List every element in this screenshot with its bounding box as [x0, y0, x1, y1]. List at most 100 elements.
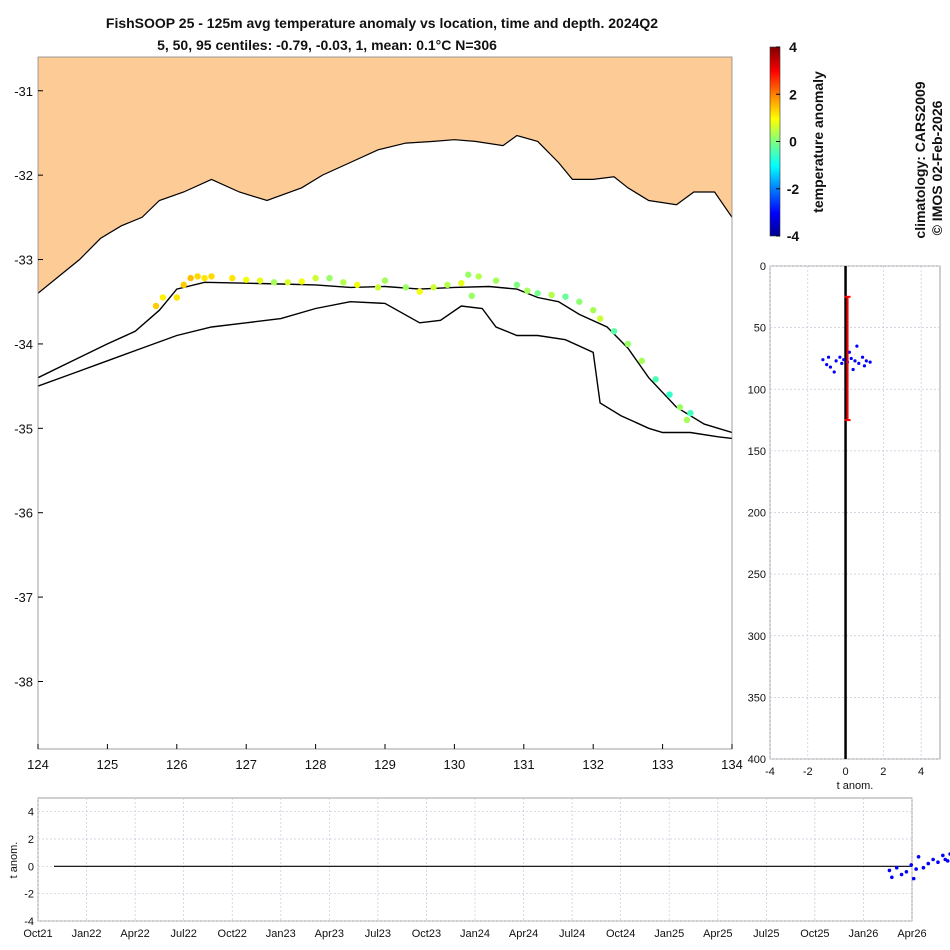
imos-credit: © IMOS 02-Feb-2026: [929, 100, 945, 235]
coastline: [38, 134, 732, 294]
map-point: [465, 271, 472, 278]
map-point: [596, 315, 604, 322]
colorbar-tick-label: 2: [789, 86, 797, 102]
depth-point: [826, 355, 831, 359]
map-points: [152, 271, 694, 424]
time-point: [899, 872, 904, 877]
centile-bar: [844, 295, 851, 422]
time-x-tick-label: Jan22: [72, 928, 102, 940]
map-point: [548, 291, 555, 299]
map-point: [284, 279, 292, 286]
time-y-tick-label: 2: [28, 834, 34, 846]
depth-point: [853, 359, 857, 363]
time-point: [916, 854, 921, 859]
depth-y-tick-label: 200: [748, 508, 766, 520]
map-x-tick-label: 127: [235, 757, 257, 772]
colorbar-tick-label: 0: [789, 134, 797, 150]
chart-title: FishSOOP 25 - 125m avg temperature anoma…: [106, 15, 658, 31]
climatology-credit: climatology: CARS2009: [912, 81, 928, 238]
time-points: [887, 852, 950, 881]
map-point: [159, 294, 167, 301]
time-x-tick-label: Apr22: [120, 928, 149, 940]
depth-x-tick-label: 4: [918, 766, 924, 778]
depth-point: [834, 359, 838, 363]
time-point: [909, 863, 914, 867]
colorbar-tick-label: 4: [789, 39, 797, 55]
map-panel: 124 125 126 127 128 129 130 131 132 133 134 -31 -32…: [14, 56, 743, 772]
time-x-tick-label: Apr25: [703, 928, 732, 940]
depth-y-tick-label: 0: [760, 261, 766, 273]
map-x-tick-label: 133: [652, 757, 674, 772]
map-point: [402, 284, 410, 291]
time-x-tick-label: Oct25: [800, 928, 829, 940]
depth-y-ticks: 0 50 100 150 200 250 300 350 400: [748, 261, 766, 766]
map-point: [475, 273, 482, 280]
depth-point: [849, 356, 853, 361]
map-x-tick-label: 130: [444, 757, 466, 772]
depth-point: [832, 370, 836, 374]
depth-point: [851, 367, 855, 372]
map-x-tick-label: 125: [97, 757, 119, 772]
map-point: [444, 281, 451, 289]
map-point: [180, 281, 187, 289]
map-point: [270, 279, 278, 286]
map-point: [610, 328, 618, 335]
depth-point: [860, 355, 865, 359]
time-point: [904, 870, 909, 874]
map-x-tick-label: 129: [374, 757, 396, 772]
time-x-tick-label: Oct21: [23, 928, 52, 940]
map-point: [590, 306, 597, 314]
time-x-tick-label: Oct23: [412, 928, 441, 940]
time-x-tick-label: Oct22: [218, 928, 247, 940]
time-x-tick-label: Jan23: [266, 928, 296, 940]
depth-point: [855, 344, 859, 348]
time-y-tick-label: -4: [24, 916, 34, 928]
time-point: [926, 861, 931, 866]
map-point: [229, 274, 236, 282]
time-x-tick-label: Jul22: [171, 928, 197, 940]
depth-point: [828, 365, 833, 369]
land-area: [38, 57, 732, 294]
colorbar-label: temperature anomaly: [810, 71, 826, 213]
map-point: [468, 292, 475, 300]
colorbar-tick-label: -4: [787, 228, 800, 244]
map-point: [534, 290, 541, 297]
map-point: [374, 284, 382, 291]
map-point: [194, 273, 201, 280]
map-y-tick-label: -38: [14, 674, 33, 689]
map-point: [187, 274, 194, 282]
map-y-tick-label: -34: [14, 337, 33, 352]
map-point: [256, 277, 264, 284]
map-point: [676, 404, 684, 411]
time-x-tick-label: Jul25: [753, 928, 779, 940]
time-x-tick-label: Oct24: [606, 928, 635, 940]
map-y-tick-label: -37: [14, 590, 33, 605]
map-x-tick-label: 134: [721, 757, 743, 772]
map-x-tick-label: 126: [166, 757, 188, 772]
time-y-ticks: 4 2 0 -2 -4: [24, 807, 34, 928]
depth-point: [825, 363, 829, 367]
depth-y-tick-label: 150: [748, 446, 766, 458]
depth-point: [864, 359, 868, 363]
time-point: [936, 860, 940, 865]
time-point: [943, 857, 948, 862]
map-point: [430, 284, 437, 291]
time-x-tick-label: Jan26: [848, 928, 878, 940]
time-x-tick-label: Jan25: [654, 928, 684, 940]
depth-y-tick-label: 250: [748, 569, 766, 581]
map-point: [201, 274, 208, 282]
time-x-tick-label: Jul24: [559, 928, 585, 940]
depth-x-tick-label: -2: [803, 766, 813, 778]
map-point: [624, 340, 632, 348]
depth-y-tick-label: 50: [754, 323, 766, 335]
time-point: [914, 867, 918, 871]
depth-x-label: t anom.: [837, 780, 874, 792]
map-point: [458, 279, 465, 287]
time-x-tick-label: Jul23: [365, 928, 391, 940]
map-y-ticks: -31 -32 -33 -34 -35 -36 -37 -38: [14, 84, 43, 689]
map-x-tick-label: 132: [582, 757, 604, 772]
colorbar: 4 2 0 -2 -4 temperature anomaly: [769, 39, 826, 244]
time-point: [894, 865, 899, 870]
depth-point: [862, 364, 867, 368]
time-x-ticks: Oct21 Jan22 Apr22 Jul22 Oct22 Jan23 Apr23 Jul23…: [23, 928, 926, 940]
